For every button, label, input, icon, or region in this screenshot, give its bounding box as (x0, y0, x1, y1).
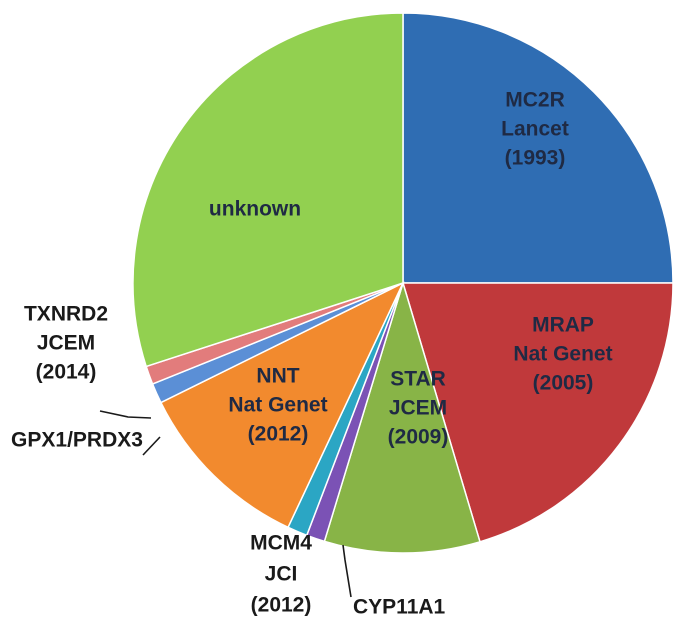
pie-slices (132, 12, 674, 554)
pie-slice-mrap (401, 282, 674, 543)
pie-slice-star (323, 280, 481, 554)
pie-slice-nnt (159, 281, 405, 529)
leader-line-gpx1-prdx3 (142, 436, 161, 456)
slice-labels: MC2R Lancet (1993) MRAP Nat Genet (2005) STAR J… (11, 89, 613, 619)
slice-label-mc2r: MC2R Lancet (1993) (501, 89, 569, 170)
slice-label-gpx1-prdx3: GPX1/PRDX3 (11, 429, 143, 452)
slice-label-txnrd2: TXNRD2 JCEM (2014) (24, 303, 108, 384)
slice-label-mcm4: MCM4 JCI (2012) (250, 532, 312, 617)
pie-slice-unknown (132, 12, 404, 368)
slice-label-unknown: unknown (209, 198, 301, 221)
slice-label-mrap: MRAP Nat Genet (2005) (513, 314, 612, 395)
label-leaders (99, 410, 352, 598)
slice-label-cyp11a1: CYP11A1 (353, 596, 446, 619)
pie-slice-mc2r (402, 12, 674, 284)
slice-label-star: STAR JCEM (2009) (388, 368, 449, 449)
slice-label-nnt: NNT Nat Genet (2012) (228, 365, 327, 446)
leader-line-cyp11a1 (342, 544, 352, 598)
leader-line-txnrd2 (99, 410, 152, 419)
